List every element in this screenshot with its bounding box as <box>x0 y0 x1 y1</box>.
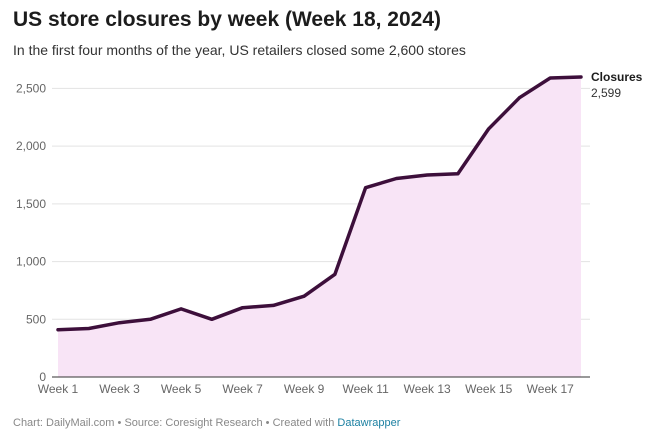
y-tick-label: 1,000 <box>16 255 46 269</box>
data-point-week-12 <box>394 176 398 180</box>
datawrapper-link[interactable]: Datawrapper <box>337 417 401 429</box>
x-tick-label: Week 5 <box>161 382 202 396</box>
x-tick-label: Week 9 <box>284 382 325 396</box>
x-axis-ticks: Week 1 Week 3 Week 5 Week 7 Week 9 Week 11 Wee… <box>38 382 574 396</box>
data-point-week-16 <box>517 96 521 100</box>
footer-created-with: Created with <box>272 417 338 429</box>
y-tick-label: 1,500 <box>16 197 46 211</box>
series-end-value: 2,599 <box>591 86 621 100</box>
area-fill-closures <box>58 77 581 377</box>
footer-chart-credit: Chart: DailyMail.com <box>13 417 115 429</box>
x-tick-label: Week 11 <box>343 382 390 396</box>
data-point-week-6 <box>210 317 214 321</box>
data-point-week-11 <box>364 186 368 190</box>
data-point-week-2 <box>87 327 91 331</box>
chart-subtitle: In the first four months of the year, US… <box>13 42 466 58</box>
y-axis-ticks: 0 500 1,000 1,500 2,000 2,500 <box>16 81 46 384</box>
footer-separator: • <box>262 417 273 429</box>
data-point-week-10 <box>333 272 337 276</box>
series-label-closures: Closures <box>591 70 643 84</box>
data-point-week-9 <box>302 294 306 298</box>
data-point-week-8 <box>271 303 275 307</box>
footer-source: Source: Coresight Research <box>124 417 263 429</box>
x-tick-label: Week 17 <box>527 382 574 396</box>
x-tick-label: Week 1 <box>38 382 79 396</box>
data-point-week-5 <box>179 307 183 311</box>
data-point-week-3 <box>118 321 122 325</box>
data-point-week-17 <box>548 76 552 80</box>
footer-separator: • <box>114 417 125 429</box>
data-point-week-18 <box>579 75 583 79</box>
data-points <box>56 75 583 332</box>
footer-credits: Chart: DailyMail.com • Source: Coresight… <box>13 417 400 429</box>
x-tick-label: Week 3 <box>99 382 140 396</box>
y-tick-label: 500 <box>26 312 46 326</box>
data-point-week-7 <box>241 306 245 310</box>
chart-title: US store closures by week (Week 18, 2024… <box>13 8 441 31</box>
x-tick-label: Week 13 <box>404 382 451 396</box>
y-tick-label: 0 <box>39 370 46 384</box>
y-tick-label: 2,000 <box>16 139 46 153</box>
data-point-week-15 <box>487 127 491 131</box>
y-tick-label: 2,500 <box>16 81 46 95</box>
x-tick-label: Week 7 <box>222 382 263 396</box>
data-point-week-1 <box>56 328 60 332</box>
data-point-week-13 <box>425 173 429 177</box>
series-line-closures <box>56 75 583 332</box>
data-point-week-4 <box>148 317 152 321</box>
data-point-week-14 <box>456 172 460 176</box>
x-tick-label: Week 15 <box>465 382 512 396</box>
